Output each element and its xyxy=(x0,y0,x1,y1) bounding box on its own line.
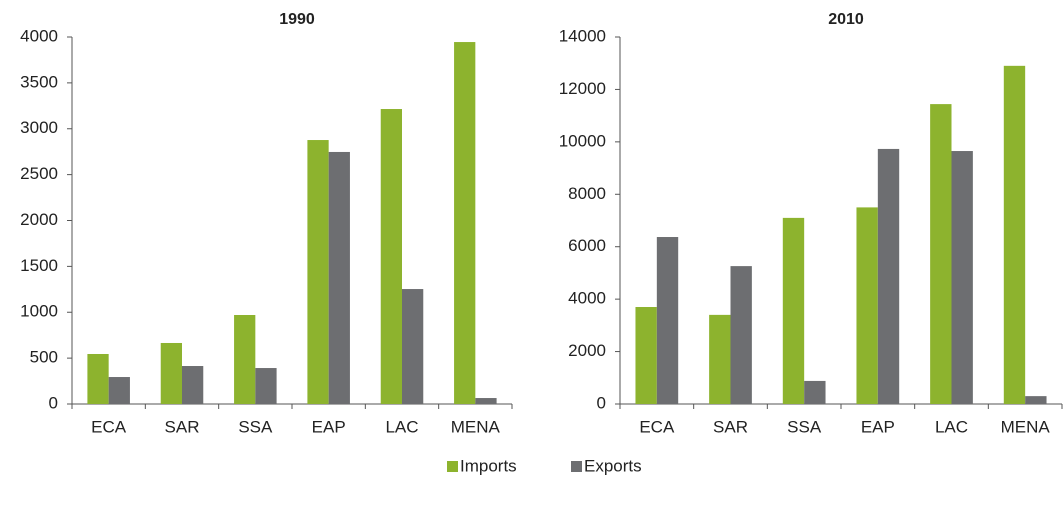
bar xyxy=(234,315,256,404)
bar xyxy=(951,151,973,404)
chart-title: 1990 xyxy=(279,11,315,28)
bar xyxy=(87,353,109,404)
bar xyxy=(255,368,277,404)
bar xyxy=(402,289,424,404)
y-tick-label: 14000 xyxy=(559,26,606,45)
bar xyxy=(328,151,350,404)
y-tick-label: 0 xyxy=(597,393,606,412)
legend-label: Imports xyxy=(460,456,517,475)
y-tick-label: 6000 xyxy=(568,236,606,255)
y-tick-label: 4000 xyxy=(20,26,58,45)
bar xyxy=(182,366,204,404)
x-tick-label: SAR xyxy=(713,417,748,436)
x-tick-label: EAP xyxy=(312,417,346,436)
x-tick-label: SSA xyxy=(787,417,822,436)
bar xyxy=(635,307,657,404)
bar xyxy=(656,237,679,404)
y-tick-label: 12000 xyxy=(559,79,606,98)
x-tick-label: MENA xyxy=(451,417,501,436)
x-tick-label: ECA xyxy=(91,417,127,436)
y-tick-label: 4000 xyxy=(568,289,606,308)
legend-label: Exports xyxy=(584,456,642,475)
y-tick-label: 2000 xyxy=(568,341,606,360)
x-tick-label: EAP xyxy=(861,417,895,436)
legend-swatch xyxy=(447,461,458,472)
y-tick-label: 1500 xyxy=(20,256,58,275)
bar xyxy=(782,217,805,404)
bar xyxy=(804,380,826,404)
bar xyxy=(307,140,329,404)
y-tick-label: 3000 xyxy=(20,118,58,137)
x-tick-label: LAC xyxy=(385,417,418,436)
y-tick-label: 1000 xyxy=(20,302,58,321)
y-tick-label: 3500 xyxy=(20,72,58,91)
y-tick-label: 8000 xyxy=(568,184,606,203)
bar xyxy=(1003,65,1026,404)
bar xyxy=(709,314,731,404)
bar xyxy=(1025,396,1047,404)
bar xyxy=(877,148,900,404)
legend-swatch xyxy=(571,461,582,472)
y-tick-label: 2000 xyxy=(20,210,58,229)
y-tick-label: 2500 xyxy=(20,164,58,183)
x-tick-label: ECA xyxy=(639,417,675,436)
bar xyxy=(475,398,497,404)
y-tick-label: 500 xyxy=(30,348,58,367)
y-tick-label: 0 xyxy=(49,393,58,412)
y-tick-label: 10000 xyxy=(559,131,606,150)
bar xyxy=(930,104,952,404)
x-tick-label: SSA xyxy=(238,417,273,436)
bar xyxy=(108,377,130,404)
x-tick-label: LAC xyxy=(935,417,968,436)
bar xyxy=(380,109,402,405)
bar xyxy=(160,342,182,404)
x-tick-label: SAR xyxy=(165,417,200,436)
x-tick-label: MENA xyxy=(1001,417,1051,436)
chart-title: 2010 xyxy=(828,11,864,28)
bar xyxy=(730,266,752,404)
bar xyxy=(856,207,878,404)
bar xyxy=(454,42,476,404)
